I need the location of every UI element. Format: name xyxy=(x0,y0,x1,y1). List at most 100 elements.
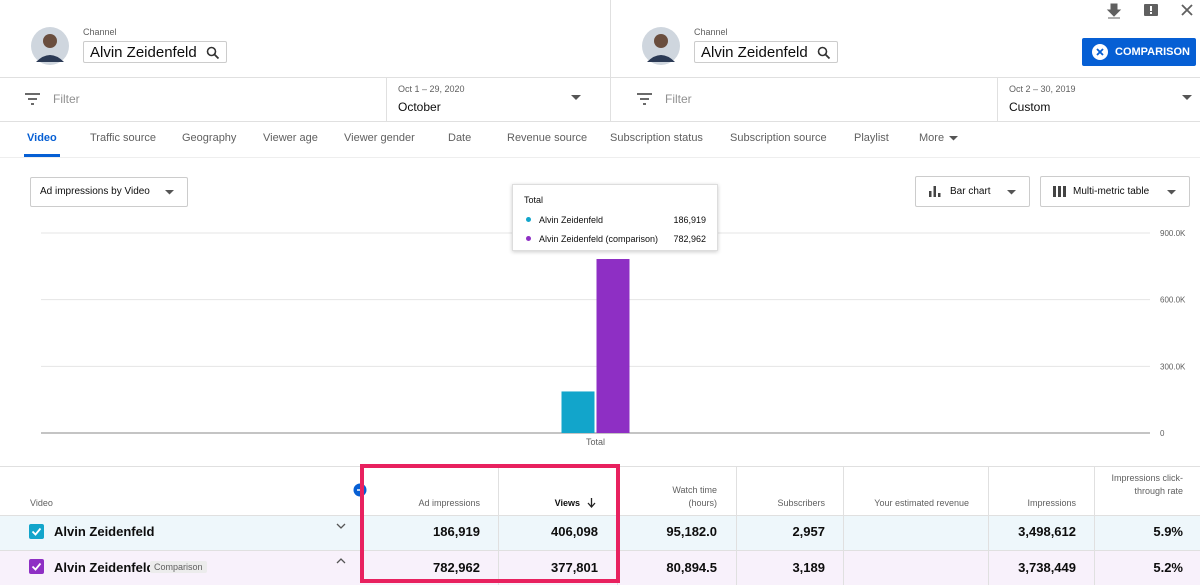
column-header[interactable]: Views xyxy=(554,498,580,508)
table-row xyxy=(0,515,1200,550)
cell: 5.2% xyxy=(1153,560,1183,575)
dropdown-label: Ad impressions by Video xyxy=(40,186,150,197)
button-label: COMPARISON xyxy=(1115,46,1190,58)
table-type-dropdown[interactable]: Multi-metric table xyxy=(1040,176,1190,207)
tab[interactable]: Video xyxy=(27,132,57,144)
search-icon[interactable] xyxy=(206,46,220,60)
dropdown-arrow xyxy=(165,190,174,195)
metric-dropdown[interactable]: Ad impressions by Video xyxy=(30,177,188,207)
column-header[interactable]: Impressions xyxy=(1027,498,1076,508)
date-range: Oct 1 – 29, 2020 xyxy=(398,84,465,94)
column-header[interactable]: Ad impressions xyxy=(418,498,480,508)
tab[interactable]: Subscription source xyxy=(730,132,827,144)
column-header[interactable]: Watch time (hours) xyxy=(672,485,717,508)
filter-placeholder[interactable]: Filter xyxy=(665,92,692,106)
tab[interactable]: Playlist xyxy=(854,132,889,144)
x-tick-label: Total xyxy=(586,437,605,447)
tab[interactable]: Revenue source xyxy=(507,132,588,144)
column-header[interactable]: Your estimated revenue xyxy=(874,498,969,508)
checkbox[interactable] xyxy=(29,524,44,539)
channel-label: Channel xyxy=(83,27,117,37)
column-header[interactable]: Subscribers xyxy=(777,498,825,508)
channel-input[interactable]: Alvin Zeidenfeld xyxy=(83,41,227,63)
cell: 5.9% xyxy=(1153,524,1183,539)
cell: 80,894.5 xyxy=(666,560,717,575)
filter-icon[interactable] xyxy=(637,93,653,105)
divider xyxy=(843,466,844,585)
cell: 782,962 xyxy=(433,560,480,575)
tab[interactable]: Subscription status xyxy=(610,132,703,144)
row-name: Alvin Zeidenfeld xyxy=(54,524,155,539)
channel-label: Channel xyxy=(694,27,728,37)
y-tick-label: 300.0K xyxy=(1160,362,1186,371)
tab[interactable]: Geography xyxy=(182,132,237,144)
tooltip: Total Alvin Zeidenfeld 186,919 Alvin Zei… xyxy=(512,184,718,251)
collapse-chevron[interactable] xyxy=(336,558,346,564)
divider xyxy=(0,77,1200,78)
divider xyxy=(1094,466,1095,585)
legend-dot xyxy=(526,236,531,241)
divider xyxy=(0,121,1200,122)
cell: 406,098 xyxy=(551,524,598,539)
search-icon[interactable] xyxy=(817,46,831,60)
tooltip-value: 782,962 xyxy=(673,234,706,244)
dropdown-label: Multi-metric table xyxy=(1073,186,1150,197)
legend-dot xyxy=(526,217,531,222)
date-period[interactable]: Custom xyxy=(1009,100,1051,114)
cell: 3,498,612 xyxy=(1018,524,1076,539)
cell: 377,801 xyxy=(551,560,598,575)
sort-arrow[interactable] xyxy=(587,498,596,508)
filter-placeholder[interactable]: Filter xyxy=(53,92,80,106)
divider xyxy=(988,466,989,585)
divider xyxy=(498,466,499,585)
column-header: Video xyxy=(30,498,53,508)
bar xyxy=(596,259,630,433)
tab[interactable]: Traffic source xyxy=(90,132,157,144)
dropdown-arrow xyxy=(1007,190,1016,195)
close-circle-icon xyxy=(1092,44,1108,60)
avatar xyxy=(642,27,680,65)
bar xyxy=(561,391,595,433)
y-tick-label: 600.0K xyxy=(1160,296,1186,305)
tab[interactable]: Viewer gender xyxy=(344,132,415,144)
chart-type-dropdown[interactable]: Bar chart xyxy=(915,176,1030,207)
channel-input[interactable]: Alvin Zeidenfeld xyxy=(694,41,838,63)
channel-name: Alvin Zeidenfeld xyxy=(90,44,197,61)
date-range: Oct 2 – 30, 2019 xyxy=(1009,84,1076,94)
comparison-button[interactable]: COMPARISON xyxy=(1082,38,1196,66)
tab[interactable]: Viewer age xyxy=(263,132,318,144)
expand-chevron[interactable] xyxy=(336,523,346,529)
cell: 95,182.0 xyxy=(666,524,717,539)
filter-icon[interactable] xyxy=(25,93,41,105)
divider xyxy=(0,157,1200,158)
tab[interactable]: More xyxy=(919,132,945,144)
column-header[interactable]: Impressions click-through rate xyxy=(1111,473,1183,496)
legend-entry: Alvin Zeidenfeld xyxy=(539,215,604,225)
dropdown-arrow[interactable] xyxy=(949,136,958,141)
tooltip-title: Total xyxy=(524,195,544,205)
toolbar-icons[interactable] xyxy=(1106,2,1196,20)
bar-chart: 0 300.0K 600.0K 900.0K Total xyxy=(41,229,1186,447)
cell: 3,189 xyxy=(792,560,825,575)
comparison-badge: Comparison xyxy=(150,561,207,573)
divider xyxy=(386,78,387,121)
divider xyxy=(0,515,1200,516)
avatar xyxy=(31,27,69,65)
table-icon xyxy=(1053,186,1066,197)
cell: 186,919 xyxy=(433,524,480,539)
date-period[interactable]: October xyxy=(398,100,441,114)
dropdown-arrow[interactable] xyxy=(1182,95,1192,101)
y-tick-label: 0 xyxy=(1160,429,1165,438)
dropdown-arrow[interactable] xyxy=(571,95,581,101)
legend-entry: Alvin Zeidenfeld (comparison) xyxy=(539,234,659,244)
tab[interactable]: Date xyxy=(448,132,472,144)
divider xyxy=(610,0,611,121)
cell: 3,738,449 xyxy=(1018,560,1076,575)
checkbox[interactable] xyxy=(29,559,44,574)
channel-name: Alvin Zeidenfeld xyxy=(701,44,808,61)
divider xyxy=(736,466,737,585)
y-tick-label: 900.0K xyxy=(1160,229,1186,238)
dropdown-arrow xyxy=(1167,190,1176,195)
divider xyxy=(0,550,1200,551)
